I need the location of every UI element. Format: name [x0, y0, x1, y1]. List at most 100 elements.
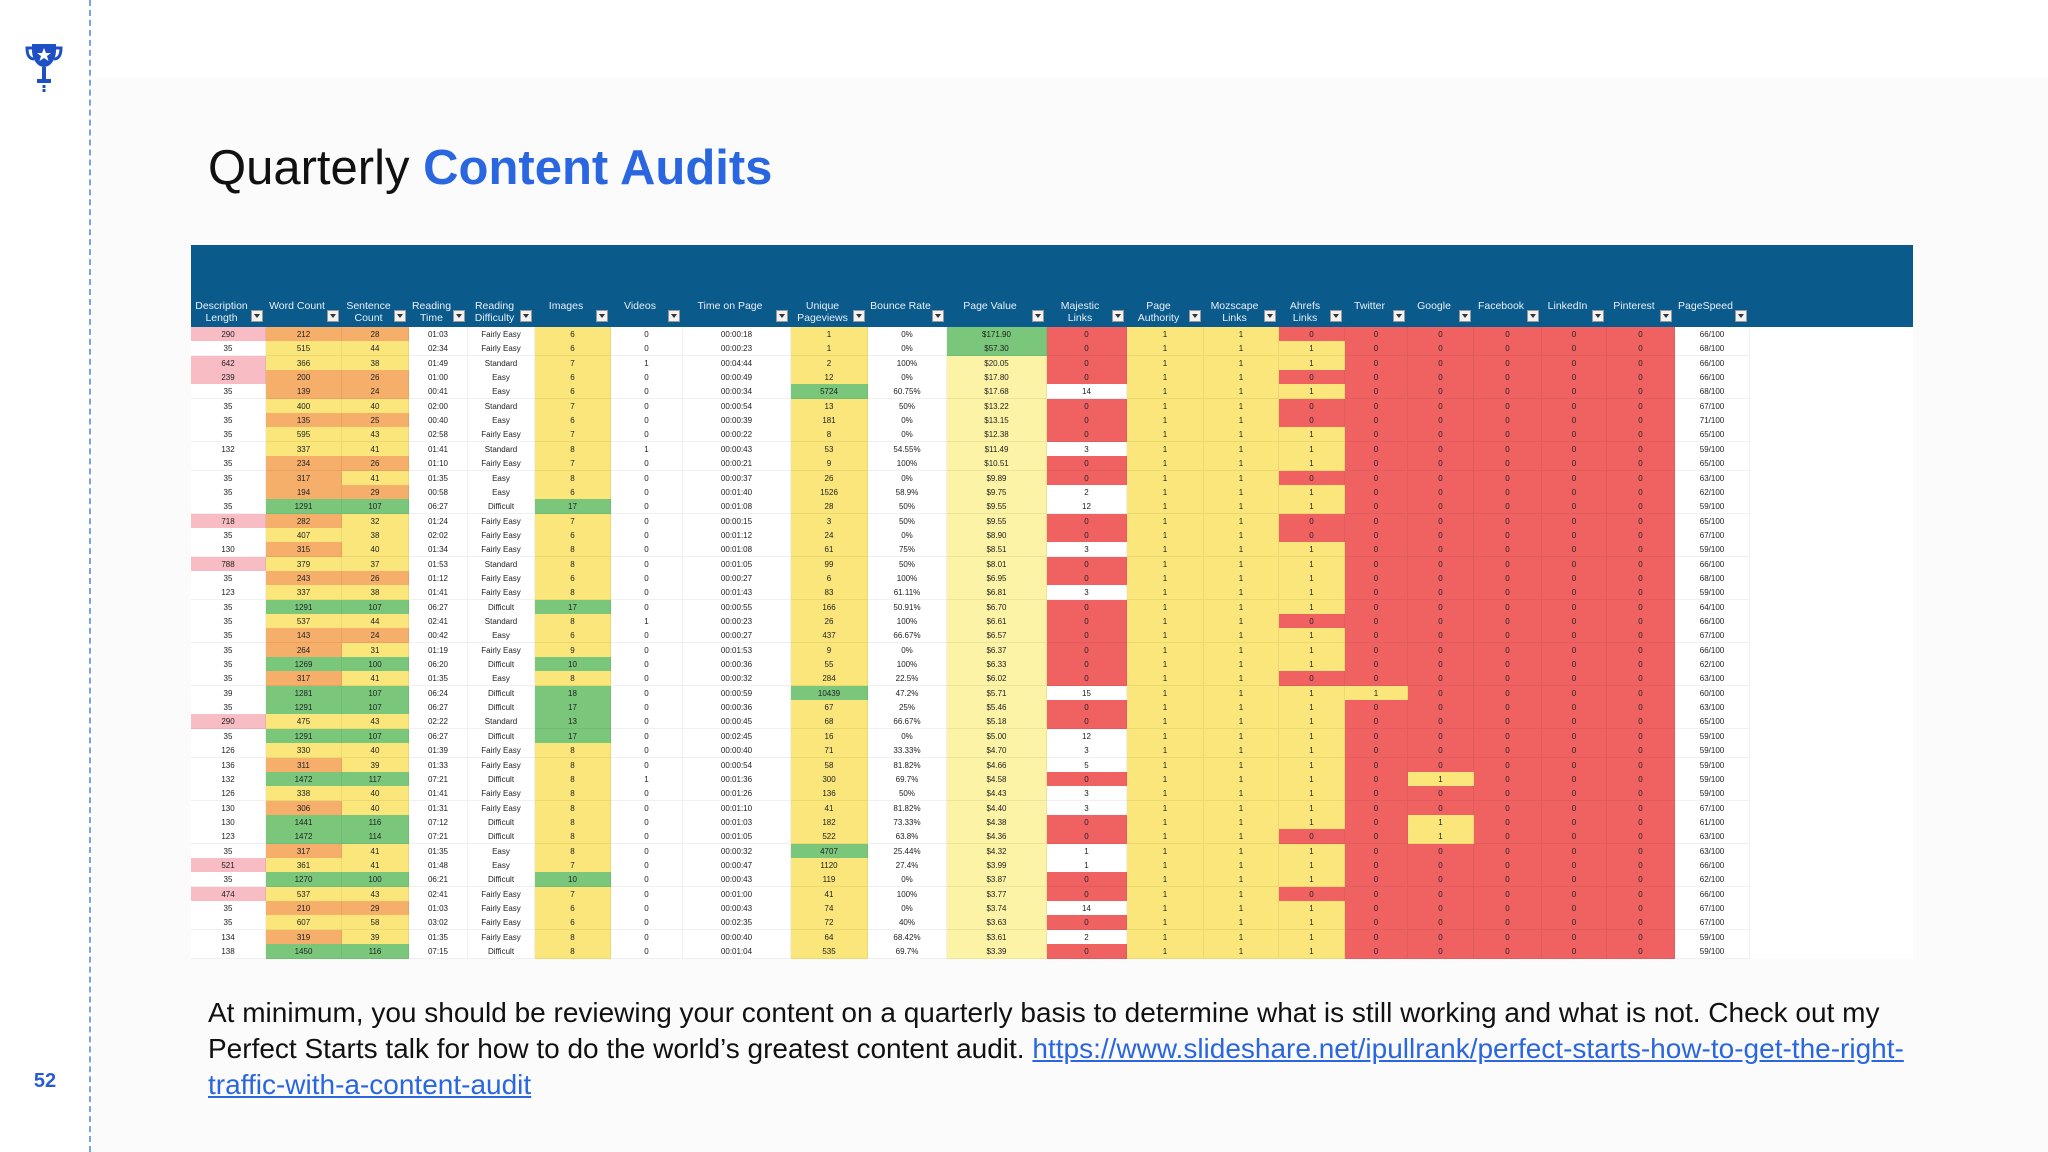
- table-cell: 60.75%: [868, 384, 947, 400]
- column-header[interactable]: Mozscape Links: [1204, 297, 1279, 327]
- table-cell: 00:01:00: [683, 886, 791, 902]
- table-cell: 0: [611, 499, 683, 515]
- column-header[interactable]: Twitter: [1345, 297, 1408, 327]
- table-cell: 361: [266, 857, 342, 873]
- table-cell: 00:41: [409, 384, 468, 400]
- column-header[interactable]: Majestic Links: [1047, 297, 1127, 327]
- table-cell: 35: [191, 341, 266, 357]
- filter-dropdown-icon[interactable]: [520, 310, 532, 322]
- table-cell: 1: [1127, 757, 1204, 773]
- filter-dropdown-icon[interactable]: [1032, 310, 1044, 322]
- filter-dropdown-icon[interactable]: [1527, 310, 1539, 322]
- rail-divider: [89, 0, 91, 1152]
- table-cell: Difficult: [468, 700, 535, 716]
- filter-dropdown-icon[interactable]: [1189, 310, 1201, 322]
- filter-dropdown-icon[interactable]: [1112, 310, 1124, 322]
- filter-dropdown-icon[interactable]: [1393, 310, 1405, 322]
- column-header[interactable]: Page Authority: [1127, 297, 1204, 327]
- table-cell: 1: [1127, 628, 1204, 644]
- table-cell: 00:00:36: [683, 657, 791, 673]
- table-cell: 0: [1408, 657, 1474, 673]
- table-cell: 0: [1408, 599, 1474, 615]
- filter-dropdown-icon[interactable]: [1459, 310, 1471, 322]
- filter-dropdown-icon[interactable]: [668, 310, 680, 322]
- filter-dropdown-icon[interactable]: [853, 310, 865, 322]
- table-cell: 1: [1127, 771, 1204, 787]
- table-cell: 0%: [868, 872, 947, 888]
- table-cell: 0: [611, 944, 683, 959]
- filter-dropdown-icon[interactable]: [1330, 310, 1342, 322]
- filter-dropdown-icon[interactable]: [596, 310, 608, 322]
- table-cell: 1: [1279, 657, 1345, 673]
- table-cell: 0%: [868, 413, 947, 429]
- column-header[interactable]: Time on Page: [683, 297, 791, 327]
- table-cell: 1472: [266, 771, 342, 787]
- table-cell: 1441: [266, 814, 342, 830]
- column-header[interactable]: Facebook: [1474, 297, 1542, 327]
- table-cell: 0: [1607, 944, 1675, 959]
- table-cell: 24: [342, 384, 409, 400]
- table-cell: 107: [342, 700, 409, 716]
- column-header[interactable]: Unique Pageviews: [791, 297, 868, 327]
- column-header[interactable]: Reading Time: [409, 297, 468, 327]
- spreadsheet-header-row: Description Length Word Count Sentence Cou…: [191, 297, 1913, 327]
- table-cell: 02:22: [409, 714, 468, 730]
- filter-dropdown-icon[interactable]: [1592, 310, 1604, 322]
- filter-dropdown-icon[interactable]: [1735, 310, 1747, 322]
- column-header-label: Page Authority: [1137, 300, 1180, 324]
- table-cell: 06:27: [409, 700, 468, 716]
- filter-dropdown-icon[interactable]: [453, 310, 465, 322]
- table-cell: 0: [1542, 370, 1607, 386]
- table-cell: 1291: [266, 599, 342, 615]
- column-header[interactable]: Word Count: [266, 297, 342, 327]
- table-cell: 330: [266, 743, 342, 759]
- column-header[interactable]: Pinterest: [1607, 297, 1675, 327]
- table-cell: 0: [1607, 499, 1675, 515]
- table-cell: 63.8%: [868, 829, 947, 845]
- column-header[interactable]: Page Value: [947, 297, 1047, 327]
- column-header[interactable]: Description Length: [191, 297, 266, 327]
- table-cell: 2: [1047, 484, 1127, 500]
- table-cell: 35: [191, 642, 266, 658]
- column-header[interactable]: Google: [1408, 297, 1474, 327]
- table-cell: 0: [1474, 614, 1542, 629]
- table-cell: 37: [342, 556, 409, 572]
- filter-dropdown-icon[interactable]: [1264, 310, 1276, 322]
- table-cell: 138: [191, 944, 266, 959]
- filter-dropdown-icon[interactable]: [776, 310, 788, 322]
- table-cell: $4.32: [947, 843, 1047, 859]
- table-cell: 01:33: [409, 757, 468, 773]
- table-cell: 29: [342, 484, 409, 500]
- table-cell: 00:00:23: [683, 341, 791, 357]
- column-header[interactable]: Images: [535, 297, 611, 327]
- table-cell: 67/100: [1675, 398, 1750, 414]
- table-cell: 35: [191, 570, 266, 586]
- filter-dropdown-icon[interactable]: [394, 310, 406, 322]
- filter-dropdown-icon[interactable]: [1660, 310, 1672, 322]
- table-cell: 0: [1542, 886, 1607, 902]
- filter-dropdown-icon[interactable]: [932, 310, 944, 322]
- table-cell: 0: [1408, 944, 1474, 959]
- table-cell: 0: [1607, 757, 1675, 773]
- audit-link[interactable]: https://www.slideshare.net/ipullrank/per…: [208, 1033, 1904, 1100]
- table-cell: 0: [1408, 527, 1474, 543]
- table-cell: 1: [1279, 499, 1345, 515]
- table-cell: 71: [791, 743, 868, 759]
- filter-dropdown-icon[interactable]: [327, 310, 339, 322]
- column-header[interactable]: Sentence Count: [342, 297, 409, 327]
- table-cell: 2: [791, 355, 868, 371]
- column-header[interactable]: Ahrefs Links: [1279, 297, 1345, 327]
- table-cell: 0: [611, 757, 683, 773]
- column-header[interactable]: Reading Difficulty: [468, 297, 535, 327]
- column-header[interactable]: Bounce Rate: [868, 297, 947, 327]
- table-cell: Fairly Easy: [468, 585, 535, 601]
- column-header[interactable]: LinkedIn: [1542, 297, 1607, 327]
- table-cell: $9.89: [947, 470, 1047, 486]
- table-cell: 0: [611, 671, 683, 687]
- table-cell: 66/100: [1675, 857, 1750, 873]
- filter-dropdown-icon[interactable]: [251, 310, 263, 322]
- column-header-label: Ahrefs Links: [1289, 300, 1321, 324]
- table-cell: 2: [1047, 929, 1127, 945]
- column-header[interactable]: PageSpeed: [1675, 297, 1750, 327]
- column-header[interactable]: Videos: [611, 297, 683, 327]
